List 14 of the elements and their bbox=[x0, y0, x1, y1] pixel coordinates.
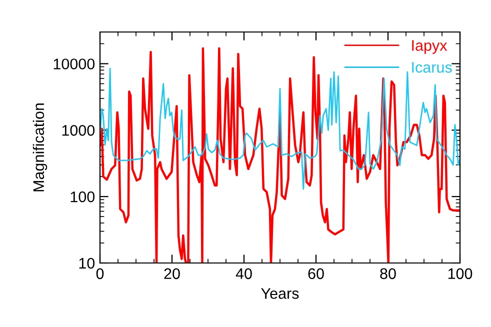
x-axis-title: Years bbox=[261, 288, 299, 299]
x-tick-label: 100 bbox=[448, 268, 472, 280]
y-tick-label: 1000 bbox=[62, 125, 95, 136]
x-tick-label: 20 bbox=[164, 268, 180, 280]
y-tick-label: 10000 bbox=[54, 58, 95, 70]
y-axis-title: Magnification bbox=[32, 103, 48, 192]
legend-label: Iapyx bbox=[412, 40, 448, 54]
x-tick-label: 80 bbox=[380, 268, 396, 280]
x-tick-label: 60 bbox=[308, 268, 324, 280]
y-tick-label: 10 bbox=[79, 258, 95, 269]
x-tick-label: 40 bbox=[236, 268, 252, 280]
x-tick-label: 0 bbox=[96, 268, 104, 280]
legend-label: Icarus bbox=[412, 62, 452, 73]
y-tick-label: 100 bbox=[70, 191, 95, 202]
